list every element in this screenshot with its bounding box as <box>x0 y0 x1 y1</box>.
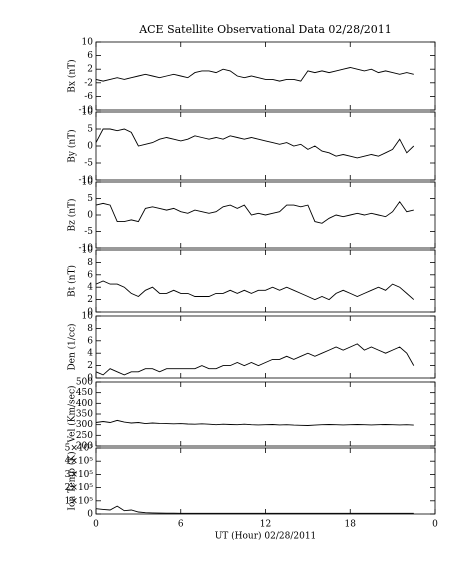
plot-frame <box>95 447 436 515</box>
y-tick-label: 350 <box>76 410 93 420</box>
y-axis-label: By (nT) <box>67 129 78 162</box>
y-tick-label: 1×10⁵ <box>65 496 94 506</box>
chart-title: ACE Satellite Observational Data 02/28/2… <box>138 23 392 36</box>
y-tick-label: -5 <box>84 227 93 237</box>
y-axis-label: Ion Temp (K) <box>67 451 78 510</box>
y-axis-label: Vel (Km/sec) <box>67 385 78 443</box>
y-tick-label: 300 <box>76 420 93 430</box>
y-tick-label: 4×10⁵ <box>65 457 94 467</box>
y-tick-label: 10 <box>82 246 94 256</box>
y-tick-label: 4 <box>87 283 93 293</box>
y-tick-label: 0 <box>87 510 93 520</box>
y-tick-label: -6 <box>84 92 93 102</box>
y-tick-label: 5 <box>87 125 93 135</box>
y-tick-label: 500 <box>76 378 93 388</box>
y-axis-label: Bz (nT) <box>67 198 78 231</box>
y-tick-label: 5×10⁵ <box>65 444 94 454</box>
y-tick-label: 6 <box>87 270 93 280</box>
y-tick-label: 8 <box>87 324 93 334</box>
y-tick-label: 0 <box>87 308 93 318</box>
y-tick-label: 450 <box>76 388 93 398</box>
y-tick-label: 2 <box>87 361 93 371</box>
y-tick-label: 4 <box>87 349 93 359</box>
plot-frame <box>95 381 436 447</box>
y-tick-label: 2 <box>87 295 93 305</box>
plot-frame <box>95 41 436 111</box>
x-tick-label: 6 <box>178 520 184 530</box>
y-tick-label: -2 <box>84 78 93 88</box>
y-axis-label: Bx (nT) <box>67 59 78 92</box>
y-tick-label: 400 <box>76 399 93 409</box>
y-tick-label: 250 <box>76 431 93 441</box>
x-tick-label: 18 <box>345 520 357 530</box>
y-tick-label: 10 <box>82 312 94 322</box>
data-line <box>95 128 415 159</box>
y-tick-label: 10 <box>82 38 94 48</box>
x-tick-label: 0 <box>432 520 438 530</box>
y-tick-label: -10 <box>79 106 94 116</box>
y-axis-label: Den (1/cc) <box>67 323 78 370</box>
data-line <box>95 67 414 82</box>
y-tick-label: 6 <box>87 51 93 61</box>
plot-frame <box>95 111 436 181</box>
y-tick-label: 5 <box>87 194 93 204</box>
y-tick-label: 8 <box>87 258 93 268</box>
data-line <box>95 343 415 376</box>
y-tick-label: 10 <box>82 108 94 118</box>
y-tick-label: 200 <box>76 442 93 452</box>
y-tick-label: 0 <box>87 374 93 384</box>
y-tick-label: 3×10⁵ <box>65 470 94 480</box>
x-tick-label: 12 <box>260 520 271 530</box>
y-tick-label: 2 <box>87 65 93 75</box>
y-tick-label: 2×10⁵ <box>65 483 94 493</box>
plot-frame <box>95 249 436 313</box>
y-tick-label: 10 <box>82 178 94 188</box>
data-line <box>95 419 414 426</box>
data-line <box>95 505 414 514</box>
y-tick-label: 0 <box>87 142 93 152</box>
y-tick-label: -10 <box>79 176 94 186</box>
data-line <box>95 201 414 224</box>
x-tick-label: 0 <box>93 520 99 530</box>
x-axis-label: UT (Hour) 02/28/2011 <box>215 531 317 542</box>
y-tick-label: -10 <box>79 244 94 254</box>
y-tick-label: 0 <box>87 211 93 221</box>
y-axis-label: Bt (nT) <box>67 265 78 297</box>
y-tick-label: 6 <box>87 336 93 346</box>
y-tick-label: -5 <box>84 159 93 169</box>
data-line <box>95 280 415 301</box>
